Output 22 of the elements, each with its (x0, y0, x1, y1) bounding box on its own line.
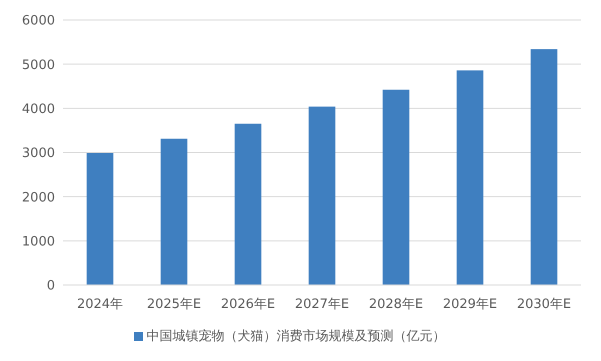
bar (86, 152, 114, 285)
bar (382, 90, 410, 285)
y-tick-label: 0 (46, 278, 55, 294)
bar (234, 124, 262, 285)
x-tick-label: 2026年E (220, 297, 276, 312)
y-tick-label: 5000 (22, 58, 55, 73)
x-tick-label: 2029年E (442, 297, 498, 312)
bar (456, 70, 484, 285)
y-tick-label: 3000 (22, 146, 55, 162)
y-tick-label: 1000 (22, 234, 55, 250)
x-tick-label: 2027年E (294, 297, 350, 312)
y-tick-label: 4000 (22, 102, 55, 117)
x-tick-label: 2024年 (76, 297, 124, 312)
bar (160, 138, 188, 285)
x-tick-label: 2025年E (146, 297, 202, 312)
bar (308, 106, 336, 285)
y-tick-label: 2000 (22, 190, 55, 206)
x-tick-label: 2028年E (368, 297, 424, 312)
legend-label: 中国城镇宠物（犬猫）消费市场规模及预测（亿元） (146, 329, 446, 344)
y-tick-label: 6000 (22, 14, 55, 29)
bar (530, 49, 558, 285)
x-tick-label: 2030年E (516, 297, 572, 312)
